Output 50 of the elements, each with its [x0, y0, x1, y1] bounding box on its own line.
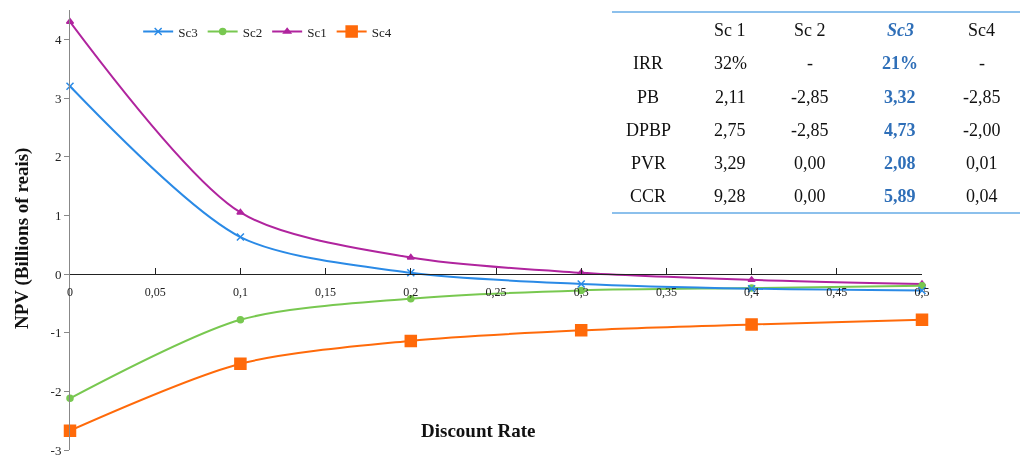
annotation: 3,29 [714, 153, 746, 173]
x-tick-label: 0,05 [144, 285, 166, 300]
annotation: PVR [631, 153, 667, 173]
annotation: -2,85 [791, 87, 829, 107]
y-tick-label: -3 [50, 442, 62, 458]
annotation: DPBP [626, 120, 672, 140]
y-tick-label: 4 [54, 31, 62, 47]
text: Sc4 [968, 20, 995, 40]
x-tick-label: 0,35 [655, 285, 677, 300]
y-axis-title: NPV (Billions of reais) [11, 147, 34, 329]
annotation: CCR [630, 186, 667, 206]
annotation: 2,75 [714, 120, 746, 140]
legend-label: Sc1 [307, 24, 327, 40]
text: -2,00 [963, 120, 1001, 140]
x-tick-label: 0 [67, 285, 73, 300]
annotation: -2,85 [791, 120, 829, 140]
x-axis-title: Discount Rate [421, 420, 536, 441]
text: 0,01 [966, 153, 998, 173]
legend-label: Sc3 [178, 24, 198, 40]
annotation: 21% [882, 53, 918, 73]
annotation: 3,32 [884, 87, 916, 107]
x-tick-label: 0,1 [232, 285, 248, 300]
x-tick-label: 0,2 [403, 285, 419, 300]
annotation: 32% [714, 53, 747, 73]
x-tick-label: 0,4 [744, 285, 760, 300]
annotation: IRR [633, 53, 664, 73]
annotation: 0,00 [794, 186, 826, 206]
y-tick-label: 3 [54, 90, 62, 106]
text: 0,04 [966, 186, 998, 206]
y-tick-label: -1 [50, 325, 62, 341]
legend-label: Sc2 [242, 24, 263, 40]
y-tick-label: 1 [54, 207, 62, 223]
annotation: Sc3 [887, 20, 914, 40]
text: - [979, 53, 985, 73]
annotation: 4,73 [884, 120, 916, 140]
annotation: PB [637, 87, 660, 107]
annotation: 2,08 [884, 153, 916, 173]
x-tick-label: 0,15 [315, 285, 337, 300]
text: -2,85 [963, 87, 1001, 107]
y-tick-label: 2 [54, 149, 62, 165]
annotation: 0,00 [794, 153, 826, 173]
annotation: 5,89 [884, 186, 916, 206]
y-tick-label: 0 [54, 266, 62, 282]
annotation: Sc 1 [714, 20, 746, 40]
annotation: Sc 2 [794, 20, 826, 40]
annotation: 2,11 [715, 87, 746, 107]
legend-label: Sc4 [371, 24, 392, 40]
annotation: - [807, 53, 813, 73]
y-tick-label: -2 [50, 383, 62, 399]
annotation: 9,28 [714, 186, 746, 206]
